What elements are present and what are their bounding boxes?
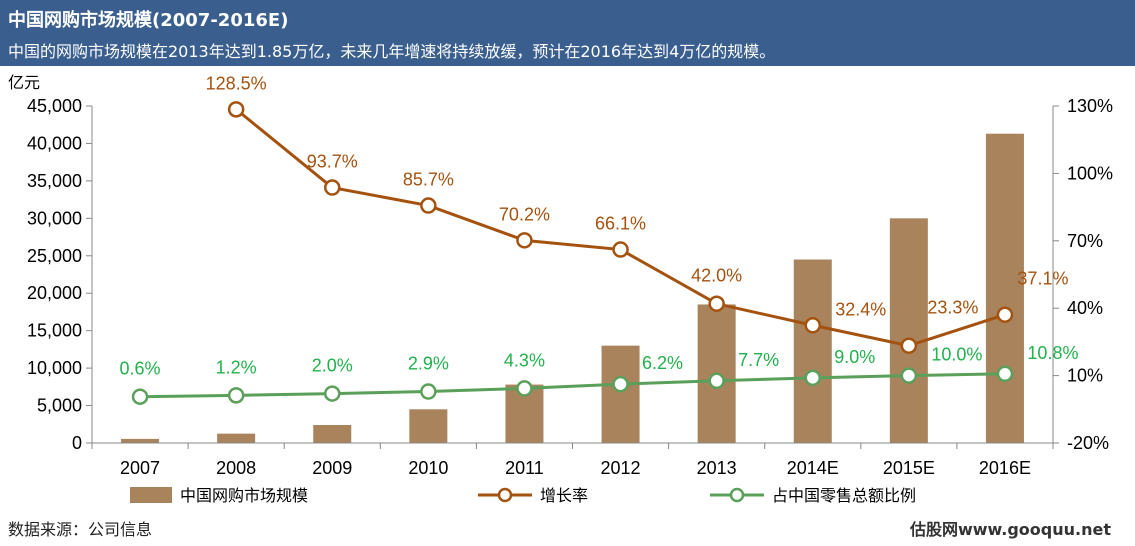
share-data-label: 4.3% (504, 350, 545, 370)
left-tick-label: 35,000 (27, 171, 82, 191)
share-point (131, 388, 149, 405)
growth-point (804, 317, 821, 334)
left-tick-label: 30,000 (27, 208, 82, 228)
growth-data-label: 93.7% (307, 152, 358, 172)
right-tick-label: 70% (1067, 231, 1103, 251)
legend-swatch-bar (130, 487, 172, 503)
growth-point (516, 232, 533, 249)
left-tick-label: 5,000 (37, 396, 82, 416)
growth-point (996, 306, 1014, 323)
legend-swatch-growth-marker (497, 487, 513, 503)
legend-label-share: 占中国零售总额比例 (772, 486, 916, 505)
left-tick-label: 40,000 (27, 133, 82, 153)
legend-label-bar: 中国网购市场规模 (180, 486, 308, 505)
left-tick-label: 10,000 (27, 358, 82, 378)
data-source: 数据来源：公司信息 (8, 520, 153, 539)
share-point (708, 372, 725, 390)
right-tick-label: 130% (1067, 96, 1113, 116)
category-label: 2012 (601, 458, 641, 478)
page-title: 中国网购市场规模(2007-2016E) (8, 10, 289, 31)
share-data-label: 2.0% (312, 356, 353, 376)
category-label: 2007 (120, 458, 160, 478)
bar-2016E (985, 133, 1024, 443)
share-point (324, 385, 341, 402)
growth-point (612, 241, 629, 258)
share-data-label: 6.2% (642, 353, 683, 373)
share-data-label: 7.7% (738, 350, 779, 370)
growth-point (900, 337, 918, 354)
growth-data-label: 23.3% (927, 298, 978, 318)
share-point (227, 387, 245, 404)
left-tick-label: 25,000 (27, 246, 82, 266)
legend-label-growth: 增长率 (540, 486, 588, 505)
category-label: 2010 (408, 458, 448, 478)
legend-swatch-share-marker (729, 487, 745, 503)
bar-2014E (793, 259, 832, 443)
growth-point (227, 101, 245, 118)
growth-data-label: 66.1% (595, 214, 646, 234)
watermark: 估股网www.gooquu.net (909, 520, 1111, 539)
left-axis-unit: 亿元 (8, 73, 40, 92)
share-point (420, 383, 437, 400)
share-point (996, 365, 1014, 383)
share-point (612, 375, 629, 393)
bar-2007 (121, 438, 160, 443)
bar-2010 (409, 409, 448, 443)
right-axis-ticks: -20% 10% 40% 70% 100% 130% (1067, 96, 1113, 453)
growth-point (708, 295, 725, 312)
left-tick-label: 15,000 (27, 321, 82, 341)
left-tick-label: 20,000 (27, 283, 82, 303)
bar-2012 (601, 345, 640, 443)
share-point (516, 380, 533, 397)
growth-data-label: 37.1% (1017, 269, 1068, 289)
share-data-label: 10.8% (1027, 343, 1078, 363)
share-data-label: 9.0% (834, 347, 875, 367)
right-tick-label: 100% (1067, 163, 1113, 183)
growth-data-label: 32.4% (835, 299, 886, 319)
category-label: 2013 (697, 458, 737, 478)
retail-share-series: 0.6% 1.2% 2.0% 2.9% 4.3% 6.2% 7.7% 9.0% 10.0% 10.… (120, 343, 1078, 405)
bar-series (121, 133, 1024, 443)
bar-2009 (313, 425, 352, 443)
growth-point (420, 197, 437, 214)
bar-2008 (217, 433, 256, 443)
share-point (900, 367, 918, 384)
category-label: 2008 (216, 458, 256, 478)
share-point (804, 369, 821, 387)
category-label: 2009 (312, 458, 352, 478)
growth-data-label: 128.5% (206, 73, 267, 93)
growth-rate-series: 128.5% 93.7% 85.7% 70.2% 66.1% 42.0% 32.4% 23.3… (206, 73, 1068, 354)
left-axis-ticks: 0 5,000 10,000 15,000 20,000 25,000 30,000 35,0… (27, 96, 82, 453)
category-label: 2014E (787, 458, 839, 478)
axes (86, 105, 1059, 449)
category-label: 2011 (505, 458, 544, 478)
category-labels: 2007 2008 2009 2010 2011 2012 2013 2014E 2015E 20… (120, 458, 1031, 478)
right-tick-label: 40% (1067, 298, 1103, 318)
share-data-label: 0.6% (120, 359, 161, 379)
left-tick-label: 45,000 (27, 96, 82, 116)
legend: 中国网购市场规模 增长率 占中国零售总额比例 (130, 486, 916, 505)
share-data-label: 1.2% (216, 357, 257, 377)
left-tick-label: 0 (72, 433, 82, 453)
right-tick-label: 10% (1067, 366, 1103, 386)
retail-share-line (140, 372, 1005, 399)
bar-2015E (889, 218, 928, 443)
growth-point (324, 179, 341, 196)
market-size-chart: 亿元 0 5,000 10,000 15,000 20,000 25,000 30,000 3… (8, 73, 1113, 505)
growth-data-label: 85.7% (403, 170, 454, 190)
page-subtitle: 中国的网购市场规模在2013年达到1.85万亿，未来几年增速将持续放缓，预计在2… (8, 42, 776, 61)
category-label: 2016E (979, 458, 1031, 478)
header-banner: 中国网购市场规模(2007-2016E) 中国的网购市场规模在2013年达到1.… (0, 0, 1135, 66)
category-label: 2015E (883, 458, 935, 478)
growth-data-label: 70.2% (499, 204, 550, 224)
growth-data-label: 42.0% (691, 266, 742, 286)
share-data-label: 2.9% (408, 354, 449, 374)
right-tick-label: -20% (1067, 433, 1109, 453)
share-data-label: 10.0% (931, 345, 982, 365)
